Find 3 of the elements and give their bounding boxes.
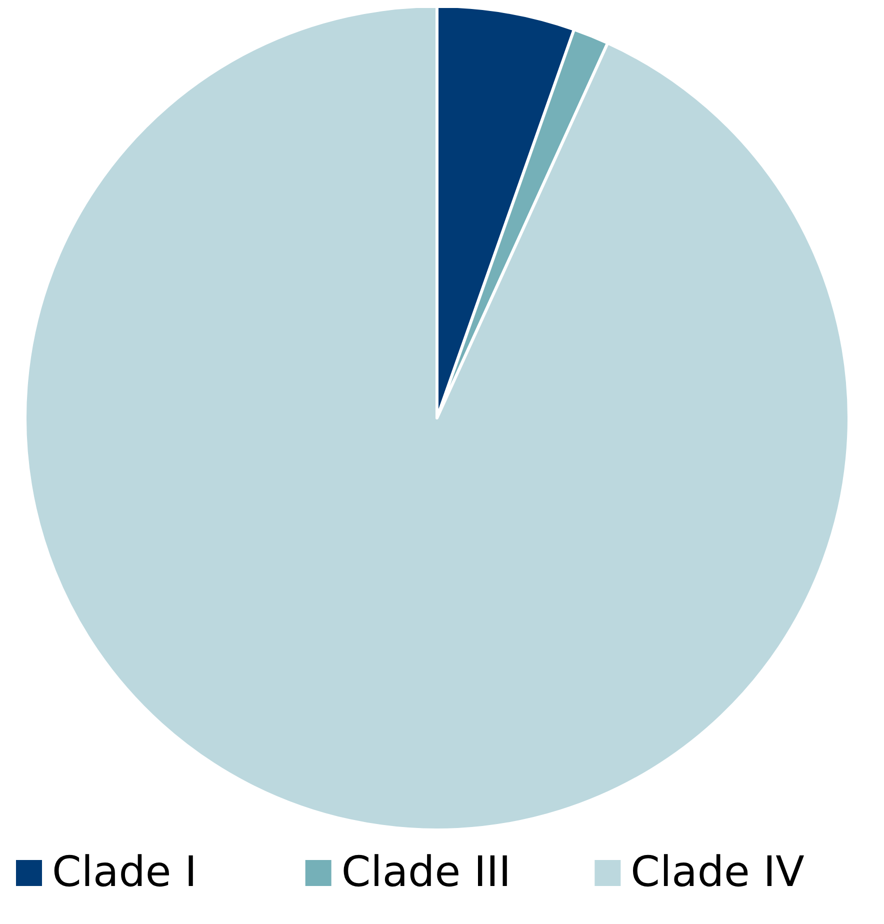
legend-label: Clade III bbox=[341, 847, 512, 896]
slice-label: Clade IV bbox=[630, 847, 805, 896]
legend-label: Clade I bbox=[52, 847, 197, 896]
